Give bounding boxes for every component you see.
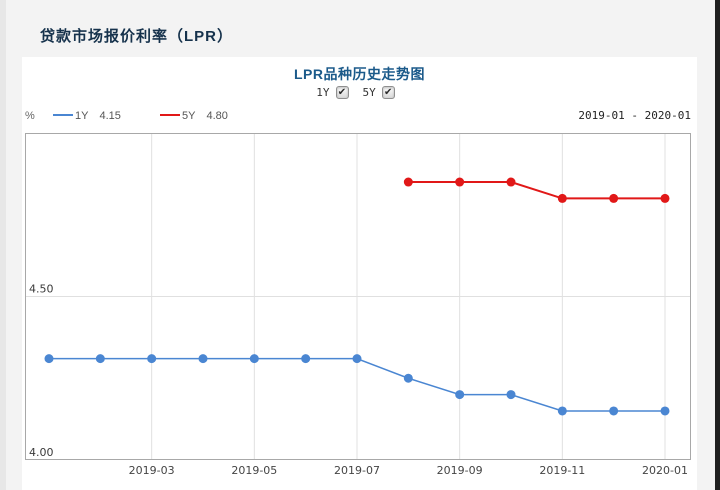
legend-row: % 1Y 4.15 5Y 4.80 2019-01 - 2020-01 [25, 109, 691, 125]
x-tick-label: 2020-01 [642, 464, 688, 477]
data-point-5y [403, 177, 413, 187]
x-tick-label: 2019-09 [437, 464, 483, 477]
left-edge-strip [0, 0, 6, 490]
legend-line-5y-icon [160, 114, 180, 117]
data-point-1y [609, 406, 619, 416]
legend-name-1y: 1Y [75, 110, 89, 122]
data-point-5y [455, 177, 465, 187]
chart-title: LPR品种历史走势图 [294, 66, 425, 82]
toggle-5y-checkbox[interactable]: ✔ [381, 85, 395, 99]
legend-item-5y: 5Y 4.80 [160, 110, 228, 122]
legend-name-5y: 5Y [182, 110, 196, 122]
data-point-5y [506, 177, 516, 187]
series-line-5y [408, 181, 665, 200]
x-tick-label: 2019-07 [334, 464, 380, 477]
plot-area: 4.00 4.50 2019-03 2019-05 2019-07 2019-09 2019… [25, 133, 691, 482]
legend-value-5y: 4.80 [206, 110, 228, 122]
legend-line-1y-icon [53, 114, 73, 117]
x-tick-label: 2019-05 [231, 464, 277, 477]
toggle-5y-label: 5Y [362, 85, 376, 99]
data-point-5y [609, 193, 619, 203]
legend-item-1y: 1Y 4.15 [53, 110, 121, 122]
data-point-1y [147, 354, 157, 364]
data-point-1y [95, 354, 105, 364]
series-toggles: 1Y ✔ 5Y ✔ [22, 84, 697, 100]
data-point-1y [660, 406, 670, 416]
line-chart: 4.00 4.50 2019-03 2019-05 2019-07 2019-09 2019… [25, 133, 691, 477]
toggle-1y-label: 1Y [316, 85, 330, 99]
data-point-1y [249, 354, 259, 364]
y-axis-unit-label: % [25, 110, 35, 122]
x-tick-label: 2019-03 [129, 464, 175, 477]
data-point-1y [198, 354, 208, 364]
data-point-5y [557, 193, 567, 203]
window-edge [715, 0, 720, 490]
legend-value-1y: 4.15 [99, 110, 121, 122]
y-tick-label: 4.50 [29, 283, 54, 296]
data-point-1y [506, 390, 516, 400]
data-point-5y [660, 193, 670, 203]
data-point-1y [455, 390, 465, 400]
data-point-1y [557, 406, 567, 416]
data-point-1y [403, 373, 413, 383]
toggle-1y-checkbox[interactable]: ✔ [335, 85, 349, 99]
data-point-1y [301, 354, 311, 364]
data-point-1y [352, 354, 362, 364]
chart-panel: LPR品种历史走势图 1Y ✔ 5Y ✔ % 1Y 4.15 5Y 4.80 201… [22, 57, 697, 490]
y-tick-label: 4.00 [29, 446, 54, 459]
page-title: 贷款市场报价利率（LPR） [40, 28, 234, 45]
date-range-label: 2019-01 - 2020-01 [578, 109, 691, 122]
x-tick-label: 2019-11 [539, 464, 585, 477]
data-point-1y [44, 354, 54, 364]
